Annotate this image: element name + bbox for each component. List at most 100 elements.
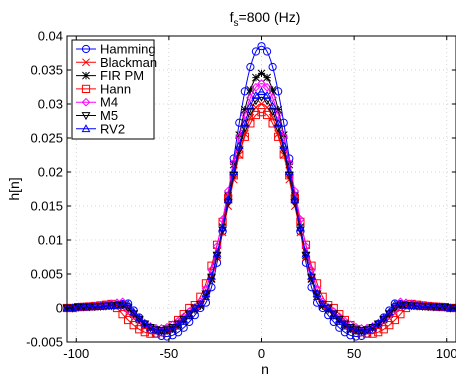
- legend-label: Hamming: [100, 42, 156, 57]
- chart-title: fs=800 (Hz): [230, 9, 301, 29]
- legend-label: FIR PM: [100, 68, 144, 83]
- data-point: [368, 322, 378, 331]
- data-point: [340, 321, 349, 330]
- data-point: [373, 318, 383, 327]
- y-tick-label: -0.005: [26, 335, 63, 350]
- series-line: [67, 91, 456, 332]
- data-point: [257, 69, 266, 78]
- data-point: [290, 195, 300, 204]
- data-point: [234, 141, 244, 150]
- data-layer: [62, 42, 456, 341]
- data-point: [273, 110, 283, 120]
- data-point: [179, 315, 189, 324]
- data-point: [335, 317, 344, 326]
- data-point: [240, 110, 250, 120]
- x-tick-label: 100: [436, 346, 456, 361]
- data-point: [162, 325, 172, 334]
- data-point: [262, 47, 272, 56]
- data-point: [257, 87, 266, 96]
- data-point: [251, 73, 260, 82]
- data-point: [329, 309, 339, 318]
- data-point: [390, 299, 400, 308]
- y-tick-label: 0.025: [30, 131, 63, 146]
- data-point: [390, 315, 399, 325]
- data-point: [129, 307, 139, 316]
- data-point: [112, 300, 122, 309]
- data-point: [384, 307, 394, 316]
- data-point: [140, 328, 149, 337]
- data-point: [268, 62, 277, 72]
- y-axis-label: h[n]: [6, 177, 22, 200]
- legend-entry: FIR PM: [76, 68, 144, 83]
- data-point: [345, 323, 355, 332]
- data-point: [135, 325, 144, 334]
- legend-label: RV2: [100, 121, 125, 136]
- data-point: [201, 290, 211, 299]
- data-point: [279, 141, 289, 150]
- data-point: [396, 310, 405, 319]
- legend-entry: M5: [76, 108, 118, 123]
- data-point: [379, 325, 388, 334]
- data-point: [240, 105, 249, 114]
- x-tick-label: -100: [63, 346, 89, 361]
- legend-label: Hann: [100, 81, 131, 96]
- data-point: [363, 326, 372, 335]
- series-line: [67, 45, 456, 337]
- data-point: [151, 325, 161, 334]
- data-point: [84, 302, 94, 311]
- legend-marker: [81, 84, 91, 94]
- y-tick-label: 0.005: [30, 267, 63, 282]
- legend-box: [71, 39, 155, 140]
- data-point: [251, 110, 261, 120]
- data-point: [418, 301, 428, 310]
- data-point: [140, 318, 150, 327]
- legend-marker: [81, 97, 91, 107]
- data-point: [201, 288, 211, 297]
- data-point: [307, 273, 316, 282]
- data-point: [196, 302, 205, 311]
- data-point: [168, 325, 177, 334]
- data-point: [329, 311, 338, 320]
- data-point: [245, 101, 255, 110]
- data-point: [107, 301, 116, 310]
- data-point: [79, 302, 89, 311]
- data-point: [257, 100, 266, 108]
- data-point: [118, 300, 128, 309]
- x-axis-label: n: [261, 361, 269, 377]
- legend-entry: Hamming: [76, 42, 156, 57]
- x-tick-label: 0: [258, 346, 265, 361]
- y-tick-label: 0.04: [38, 29, 63, 44]
- data-point: [118, 310, 127, 319]
- data-point: [173, 320, 183, 329]
- data-point: [318, 299, 328, 308]
- data-point: [246, 62, 255, 72]
- data-point: [340, 320, 350, 329]
- legend-entry: Hann: [76, 81, 131, 96]
- data-point: [368, 324, 377, 333]
- data-point: [207, 271, 216, 280]
- data-point: [123, 299, 133, 308]
- data-point: [257, 108, 266, 117]
- legend-label: Blackman: [100, 55, 157, 70]
- x-tick-label: -50: [159, 346, 178, 361]
- data-point: [218, 223, 228, 232]
- y-tick-label: 0.015: [30, 199, 63, 214]
- data-point: [257, 42, 266, 51]
- data-point: [357, 326, 366, 335]
- data-point: [324, 306, 333, 314]
- y-tick-label: 0.01: [38, 233, 63, 248]
- data-point: [268, 101, 278, 110]
- data-point: [212, 249, 222, 258]
- data-point: [262, 110, 272, 120]
- data-point: [101, 301, 111, 310]
- data-point: [129, 321, 138, 330]
- data-point: [440, 302, 450, 311]
- data-point: [429, 302, 439, 311]
- data-point: [312, 290, 322, 299]
- legend-marker: [81, 44, 91, 54]
- data-point: [318, 302, 327, 311]
- legend-label: M5: [100, 108, 118, 123]
- data-point: [190, 306, 199, 314]
- data-point: [229, 167, 239, 176]
- y-tick-label: 0: [56, 301, 63, 316]
